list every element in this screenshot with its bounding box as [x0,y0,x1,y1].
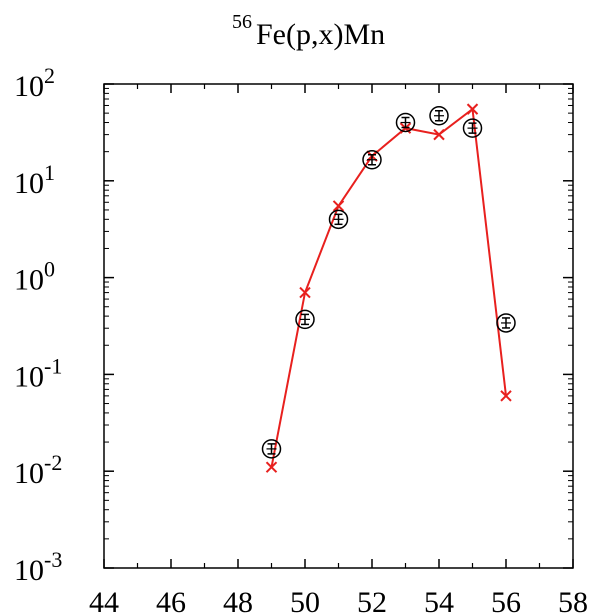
x-tick-label: 58 [558,586,588,615]
series-line-cross [265,103,512,473]
y-tick-label-exponent: -2 [44,450,62,475]
circle-outline [462,118,483,138]
cross-marker [265,461,278,473]
y-tick-label: 10-1 [14,353,62,393]
y-tick-label: 101 [14,160,55,200]
y-tick-label-exponent: 2 [44,63,55,88]
y-tick-label-base: 10 [14,70,44,103]
circle-marker [462,118,483,138]
series-circle-errorbar [261,105,516,459]
plot-frame [103,83,574,569]
x-tick-label: 56 [491,586,521,615]
x-tick-label: 50 [290,586,320,615]
circle-marker [496,313,516,333]
chart-title-superscript: 56 [232,11,252,33]
circle-marker [362,149,382,170]
circle-marker [261,439,282,459]
cross-stroke [500,390,512,402]
cross-stroke [466,103,479,115]
x-tick-labels: 44 46 48 50 52 54 56 58 [89,586,588,615]
y-tick-label: 100 [14,257,55,297]
circle-marker [395,112,416,133]
series-line-path [270,107,507,468]
y-tick-label-exponent: 0 [44,257,55,282]
y-tick-label-base: 10 [14,457,44,490]
circle-outline [496,313,516,333]
circle-marker [328,209,349,230]
cross-stroke [433,128,445,141]
y-tick-label-base: 10 [14,264,44,297]
x-tick-label: 46 [156,586,186,615]
y-tick-label: 10-3 [14,547,62,587]
cross-marker [500,390,512,402]
cross-marker [466,103,479,115]
circle-marker [295,309,315,330]
circle-outline [295,309,315,330]
y-tick-label-base: 10 [14,167,44,200]
circle-outline [429,105,449,126]
y-tick-label-exponent: -3 [44,547,62,572]
circle-outline [362,149,382,170]
y-tick-label: 102 [14,63,55,103]
x-tick-label: 54 [424,586,454,615]
axis-ticks [103,83,574,569]
y-tick-label-exponent: -1 [44,353,62,378]
y-tick-label-base: 10 [14,360,44,393]
y-tick-label-base: 10 [14,554,44,587]
cross-marker [299,286,311,299]
cross-marker [433,128,445,141]
circle-outline [261,439,282,459]
circle-marker [429,105,449,126]
chart-title: 56 Fe(p,x)Mn [232,11,385,51]
circle-outline [395,112,416,133]
cross-stroke [299,286,311,299]
circle-outline [328,209,349,230]
cross-stroke [265,461,278,473]
cross-marker [332,200,345,212]
x-tick-label: 44 [89,586,119,615]
x-tick-label: 48 [223,586,253,615]
y-tick-label: 10-2 [14,450,62,490]
chart-title-text: Fe(p,x)Mn [256,18,385,51]
y-tick-label-exponent: 1 [44,160,55,185]
cross-stroke [332,200,345,212]
x-tick-label: 52 [357,586,387,615]
